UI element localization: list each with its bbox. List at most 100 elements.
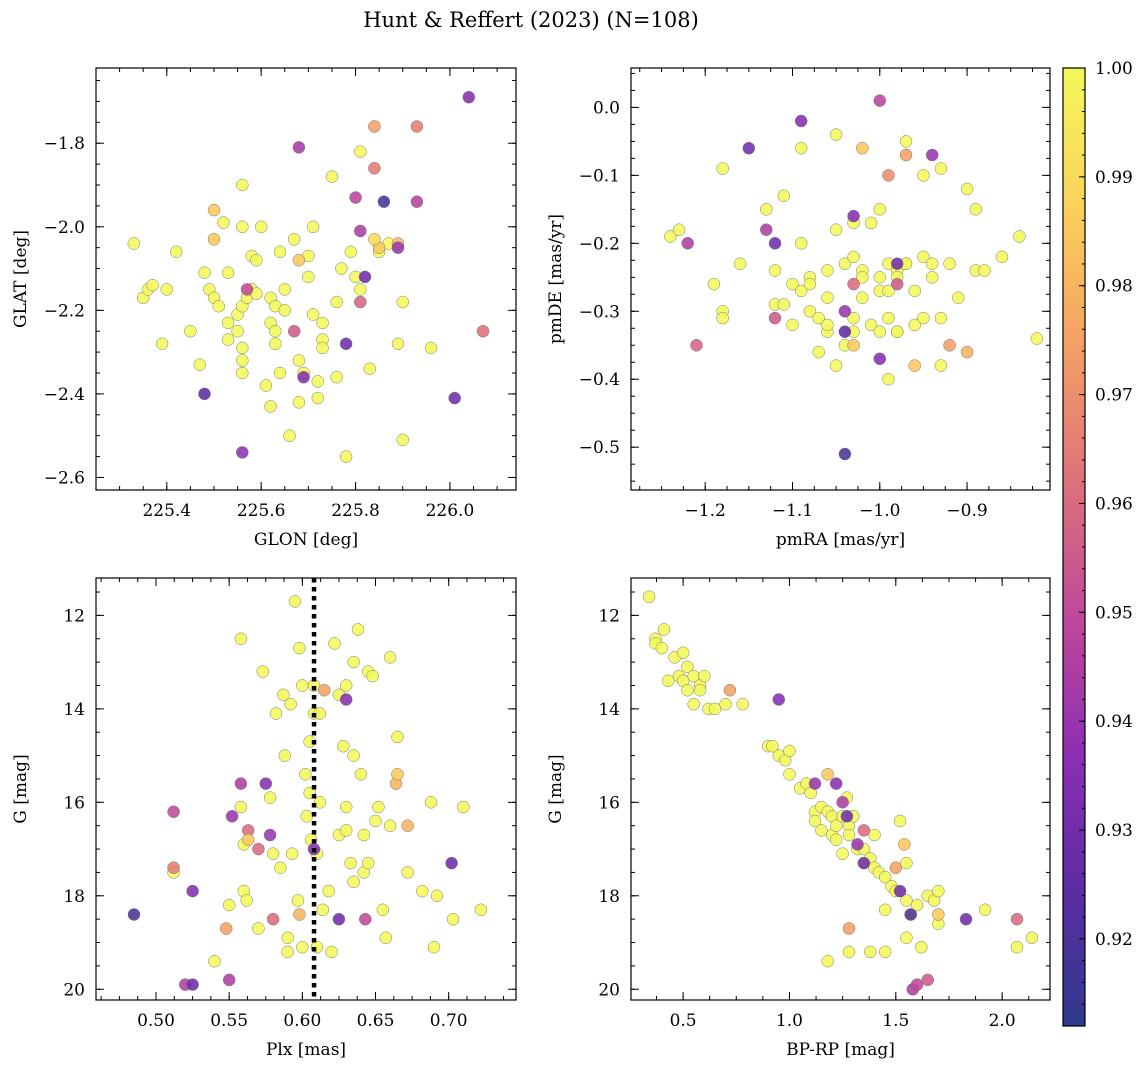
data-point [812,345,825,359]
figure-title: Hunt & Reffert (2023) (N=108) [363,8,699,32]
y-tick-label: −0.2 [579,234,620,254]
y-tick-label: 18 [63,887,85,907]
data-point [287,324,301,338]
data-point [681,683,694,697]
data-point [349,191,362,204]
data-point [339,450,353,463]
data-point [742,141,756,155]
panel-2: −1.2 −1.1 −1.0 −0.9 0.0 −0.1 −0.2 −0.3 −0.4 −0.5 p… [546,67,1051,550]
y-axis-label: GLAT [deg] [11,230,31,328]
data-point [821,291,834,304]
data-point [873,352,887,366]
data-point [299,768,312,781]
data-point [339,693,353,706]
data-point [995,250,1009,264]
data-point [900,894,913,907]
plot-frame [630,67,1051,491]
colorbar-ticks [1079,67,1085,1027]
data-point [890,277,904,291]
x-tick-label: −1.0 [859,501,900,521]
data-point [236,341,249,355]
data-point [864,318,878,332]
data-point [330,295,343,309]
data-point [160,283,174,296]
data-point [915,940,928,954]
data-point [339,679,353,692]
data-point [719,697,732,711]
data-point [890,257,904,270]
data-point [222,898,236,912]
colorbar-tick-label: 0.93 [1095,821,1133,841]
x-tick-label: −0.9 [946,501,987,521]
data-point [332,912,346,926]
data-point [655,641,669,655]
data-point [221,316,235,330]
y-tick-label: 12 [598,606,620,626]
y-tick-label: −2.0 [44,218,85,238]
data-point [240,283,254,296]
ticks [631,68,1050,490]
data-point [236,366,249,380]
data-point [925,257,939,270]
data-point [167,861,180,874]
data-point [302,270,315,284]
data-point [184,324,197,338]
x-tick-label: 0.50 [137,1011,175,1031]
data-point [899,148,913,162]
data-point [908,318,921,332]
data-point [236,354,249,367]
data-point [368,162,381,175]
data-point [361,856,375,870]
data-point [217,216,230,229]
colorbar-tick-label: 0.97 [1095,386,1133,406]
data-point [335,262,348,275]
data-point [266,912,280,926]
data-point [278,283,292,296]
data-point [917,250,930,264]
scatter-points [664,94,1044,461]
data-point [821,954,834,968]
data-point [934,162,948,175]
data-point [391,241,405,254]
data-point [221,333,235,346]
data-point [354,768,368,781]
ticks [631,578,1050,1000]
data-point [687,697,700,711]
x-tick-label: 225.6 [237,501,286,521]
data-point [900,856,913,870]
data-point [821,768,834,781]
data-point [278,749,292,762]
data-point [943,257,956,270]
data-point [274,861,287,874]
data-point [783,768,796,781]
data-point [803,277,817,291]
y-axis-label: pmDE [mas/yr] [546,214,566,344]
data-point [768,237,782,250]
data-point [969,203,983,216]
data-point [316,903,330,917]
data-point [311,375,325,388]
data-point [842,945,856,959]
data-point [873,271,887,284]
data-point [882,311,895,325]
data-point [642,590,656,603]
data-point [910,978,924,991]
data-point [207,203,221,217]
scatter-points [642,590,1039,996]
y-axis-label: G [mag] [11,754,31,823]
data-point [857,824,871,837]
data-point [234,777,248,790]
colorbar-tick-label: 0.94 [1095,712,1133,732]
data-point [917,311,930,325]
data-point [296,940,309,954]
y-tick-label: −0.5 [579,438,620,458]
data-point [354,224,367,238]
data-point [904,908,917,921]
data-point [812,311,825,325]
data-point [847,209,860,223]
x-axis-label: pmRA [mas/yr] [776,530,905,550]
data-point [868,828,881,842]
data-point [383,651,397,664]
